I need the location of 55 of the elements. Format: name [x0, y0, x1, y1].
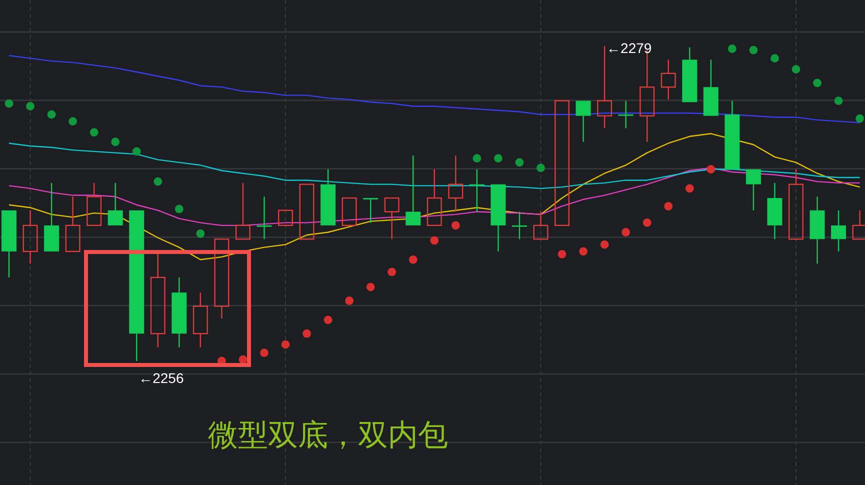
point: [68, 117, 78, 126]
point: [494, 154, 502, 163]
candlestick: [22, 210, 38, 264]
point: [345, 296, 354, 305]
point: [728, 44, 736, 53]
point: [408, 255, 418, 264]
point: [813, 78, 822, 88]
candlestick: [448, 154, 464, 212]
point: [302, 329, 311, 338]
point: [622, 228, 630, 236]
point: [388, 268, 396, 276]
candlestick: [192, 292, 208, 348]
point: [174, 204, 184, 214]
point: [642, 218, 652, 227]
candlestick: [172, 276, 187, 348]
candlestick: [512, 211, 527, 240]
point: [111, 138, 120, 146]
point: [154, 177, 162, 186]
point: [132, 147, 141, 156]
point: [430, 236, 439, 245]
point: [664, 202, 673, 210]
candlestick: [767, 182, 782, 240]
point: [451, 221, 460, 230]
point: [558, 250, 566, 258]
candlestick: [618, 100, 634, 129]
candlestick: [660, 59, 676, 100]
point: [536, 164, 545, 172]
candlestick: [810, 196, 825, 264]
candlestick: [150, 252, 166, 348]
text: 微型双底，双内包: [208, 418, 448, 453]
point: [856, 114, 864, 123]
point: [238, 355, 248, 364]
point: [90, 128, 98, 136]
point: [281, 340, 290, 349]
point: [366, 282, 375, 292]
point: [749, 46, 758, 54]
candlestick: [831, 210, 846, 252]
point: [472, 154, 482, 163]
point: [770, 54, 779, 63]
point: [579, 247, 588, 256]
point: [600, 240, 609, 249]
point: [260, 348, 268, 357]
point: [792, 65, 800, 74]
point: [196, 229, 205, 238]
annotation: ←2279: [606, 40, 652, 56]
text: ←2256: [138, 370, 184, 386]
point: [26, 102, 34, 110]
point: [706, 165, 716, 174]
point: [834, 96, 843, 105]
point: [324, 316, 332, 324]
point: [685, 184, 694, 193]
point: [47, 110, 56, 119]
point: [515, 158, 524, 167]
candlestick: [256, 196, 272, 240]
point: [4, 99, 14, 108]
